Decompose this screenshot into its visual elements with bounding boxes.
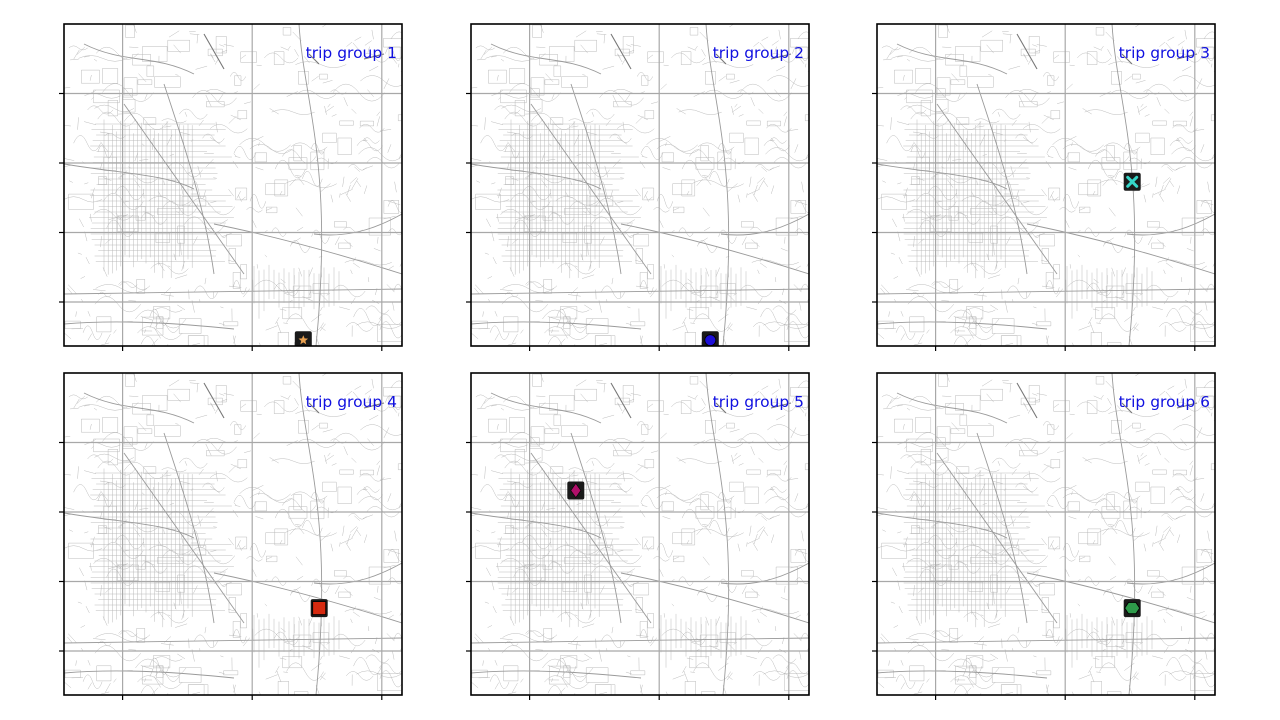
street-map [64, 24, 402, 346]
map-panel-1: trip group 1 [59, 23, 403, 351]
axes-frame [876, 23, 1216, 347]
trip-group-label: trip group 3 [1119, 44, 1210, 62]
map-panel-3: trip group 3 [872, 23, 1216, 351]
trip-marker [1123, 599, 1141, 618]
trip-group-label: trip group 6 [1119, 393, 1210, 411]
map-panel-2: trip group 2 [466, 23, 810, 351]
hexagon-marker [1124, 602, 1141, 615]
trip-marker [567, 481, 585, 500]
star-marker [298, 335, 309, 345]
axes-frame [63, 372, 403, 696]
diamond-marker [570, 482, 582, 499]
trip-marker [310, 599, 328, 618]
trip-group-label: trip group 4 [306, 393, 397, 411]
street-map [471, 24, 809, 346]
trip-marker [1123, 172, 1141, 191]
map-panel-4: trip group 4 [59, 372, 403, 700]
axes-frame [876, 372, 1216, 696]
map-panel-6: trip group 6 [872, 372, 1216, 700]
street-map [877, 373, 1215, 695]
square-marker [312, 601, 327, 616]
trip-group-label: trip group 1 [306, 44, 397, 62]
axes-frame [63, 23, 403, 347]
street-map [877, 24, 1215, 346]
x-marker [1126, 175, 1139, 188]
trip-group-label: trip group 2 [713, 44, 804, 62]
trip-marker [294, 331, 312, 346]
axes-frame [470, 372, 810, 696]
street-map [471, 373, 809, 695]
circle-marker [704, 334, 717, 346]
trip-group-label: trip group 5 [713, 393, 804, 411]
axes-frame [470, 23, 810, 347]
map-panel-5: trip group 5 [466, 372, 810, 700]
street-map [64, 373, 402, 695]
